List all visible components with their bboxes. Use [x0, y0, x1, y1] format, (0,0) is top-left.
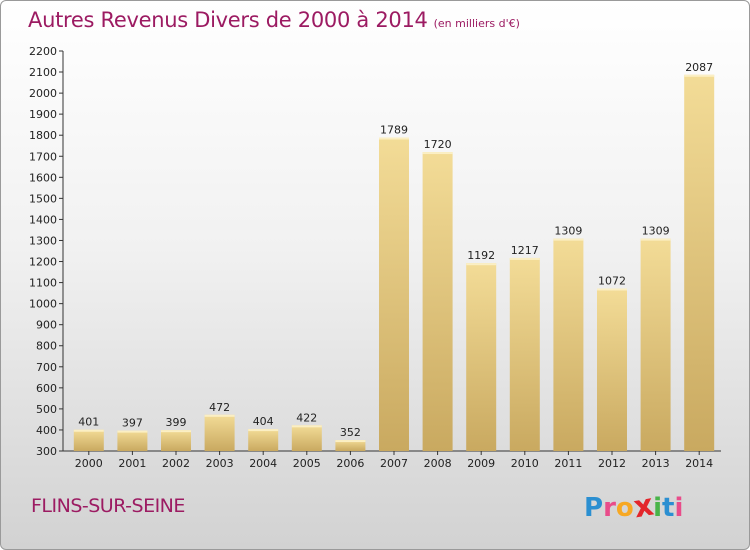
x-tick-label: 2001: [118, 457, 146, 470]
logo-letter: r: [603, 493, 616, 523]
chart-title: Autres Revenus Divers de 2000 à 2014 (en …: [28, 8, 520, 32]
value-label-2011: 1309: [554, 225, 582, 238]
value-label-2005: 422: [296, 411, 317, 424]
y-tick-label: 2100: [29, 66, 57, 79]
y-tick-label: 1200: [29, 256, 57, 269]
y-tick-label: 1100: [29, 277, 57, 290]
bar-2006: [335, 440, 366, 451]
value-label-2002: 399: [166, 416, 187, 429]
x-axis: 2000 2001 2002 2003 2004 2005 2006 2007 2008 2009…: [63, 450, 721, 470]
bar-2009: [466, 263, 497, 451]
value-label-2012: 1072: [598, 274, 626, 287]
bar-top-highlight: [291, 425, 322, 428]
bar-top-highlight: [684, 74, 715, 77]
x-tick-label: 2006: [336, 457, 364, 470]
chart-subtitle: (en milliers d'€): [433, 17, 520, 30]
x-tick-label: 2008: [424, 457, 452, 470]
y-tick-label: 1400: [29, 213, 57, 226]
y-tick-label: 600: [36, 382, 57, 395]
value-label-2013: 1309: [642, 225, 670, 238]
proxiti-logo[interactable]: Proxiti: [584, 488, 684, 526]
logo-letter: t: [662, 493, 675, 523]
value-label-2001: 397: [122, 417, 143, 430]
bar-top-highlight: [248, 429, 279, 432]
y-tick-label: 1900: [29, 108, 57, 121]
bar-top-highlight: [466, 263, 497, 266]
bar-top-highlight: [204, 414, 235, 417]
y-tick-label: 800: [36, 340, 57, 353]
value-label-2004: 404: [253, 415, 274, 428]
bar-top-highlight: [117, 430, 148, 433]
x-tick-label: 2005: [293, 457, 321, 470]
x-tick-label: 2013: [642, 457, 670, 470]
bar-2005: [291, 425, 322, 451]
y-tick-label: 1000: [29, 298, 57, 311]
y-tick-label: 1600: [29, 171, 57, 184]
y-tick-label: 900: [36, 319, 57, 332]
bar-top-highlight: [597, 288, 627, 291]
bar-top-highlight: [553, 238, 584, 241]
value-label-2003: 472: [209, 401, 230, 414]
bar-top-highlight: [379, 137, 409, 140]
bar-2007: [379, 137, 409, 452]
value-label-2007: 1789: [380, 124, 408, 137]
bar-2000: [73, 429, 104, 451]
y-axis: 300 400 500 600 700 800 900 1000 1100 1200 1300 140…: [29, 45, 64, 458]
bar-top-highlight: [161, 430, 191, 433]
x-tick-label: 2010: [511, 457, 539, 470]
value-label-2009: 1192: [467, 249, 495, 262]
y-tick-label: 1800: [29, 129, 57, 142]
bar-2010: [509, 257, 540, 451]
bar-top-highlight: [73, 429, 104, 432]
value-label-2010: 1217: [511, 244, 539, 257]
bar-2012: [597, 288, 627, 451]
bar-2013: [640, 238, 671, 451]
logo-letter: P: [584, 493, 604, 523]
place-name: FLINS-SUR-SEINE: [31, 495, 185, 517]
value-label-2000: 401: [78, 416, 99, 429]
y-tick-label: 1500: [29, 192, 57, 205]
bar-top-highlight: [640, 238, 671, 241]
y-tick-label: 1700: [29, 150, 57, 163]
bar-2003: [204, 414, 235, 451]
y-tick-label: 300: [36, 445, 57, 458]
chart-title-text: Autres Revenus Divers de 2000 à 2014: [28, 8, 428, 32]
logo-letter: o: [615, 493, 634, 523]
bars: [73, 74, 715, 452]
y-tick-label: 2200: [29, 45, 57, 58]
bar-2011: [553, 238, 584, 451]
bar-top-highlight: [422, 152, 453, 155]
value-labels: 401 397 399 472 404 422 352 1789 1720 1192 1217 130…: [78, 61, 713, 439]
x-tick-label: 2002: [162, 457, 190, 470]
x-tick-label: 2012: [598, 457, 626, 470]
y-tick-label: 400: [36, 424, 57, 437]
x-tick-label: 2004: [249, 457, 277, 470]
bar-2002: [161, 430, 191, 451]
y-tick-label: 2000: [29, 87, 57, 100]
value-label-2008: 1720: [424, 138, 452, 151]
bar-2001: [117, 430, 148, 451]
bar-2004: [248, 429, 279, 451]
bar-2014: [684, 74, 715, 451]
y-tick-label: 500: [36, 403, 57, 416]
value-label-2006: 352: [340, 426, 361, 439]
bar-top-highlight: [509, 257, 540, 260]
bar-2008: [422, 152, 453, 452]
logo-letter: i: [653, 493, 663, 523]
x-tick-label: 2007: [380, 457, 408, 470]
x-tick-label: 2011: [554, 457, 582, 470]
x-tick-label: 2014: [685, 457, 713, 470]
bar-top-highlight: [335, 440, 366, 443]
x-tick-label: 2000: [75, 457, 103, 470]
x-tick-label: 2003: [206, 457, 234, 470]
x-tick-label: 2009: [467, 457, 495, 470]
value-label-2014: 2087: [685, 61, 713, 74]
y-tick-label: 1300: [29, 234, 57, 247]
y-tick-label: 700: [36, 361, 57, 374]
logo-letter: i: [674, 493, 684, 523]
